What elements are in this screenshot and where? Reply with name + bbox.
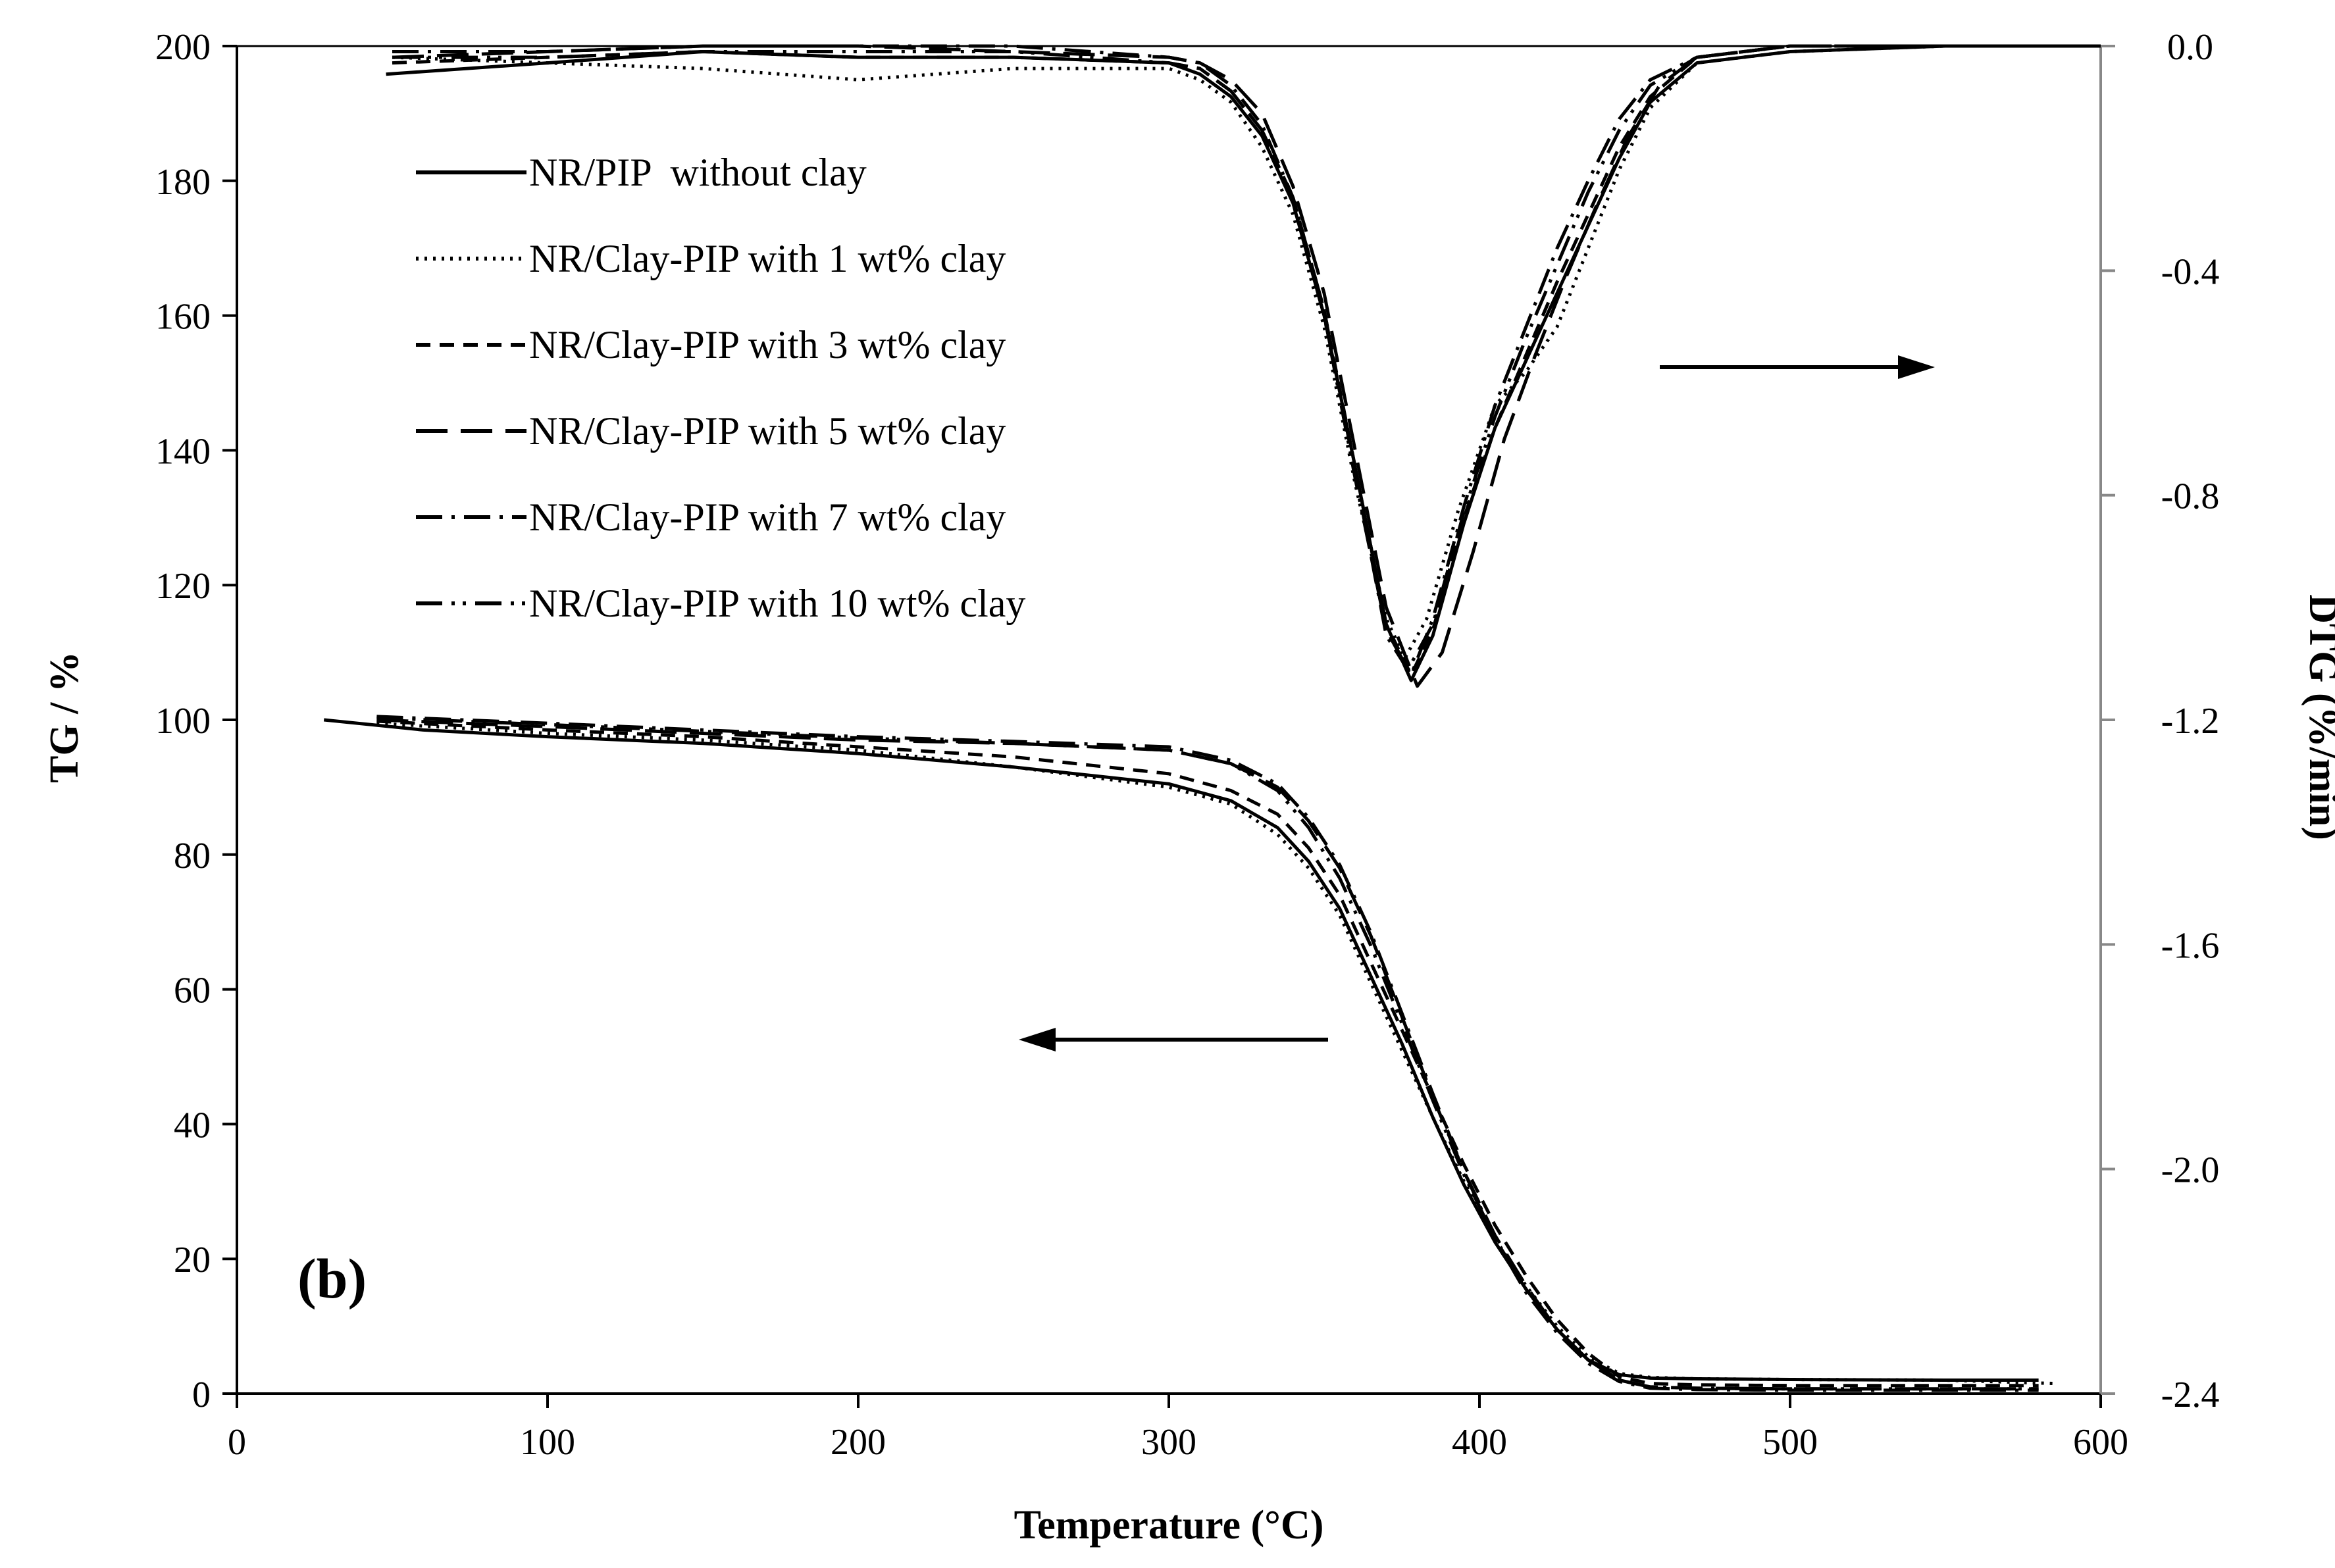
dtg-arrow [1660, 355, 1935, 379]
x-tick-label: 600 [2073, 1422, 2128, 1463]
y-tick-label: 100 [155, 701, 211, 742]
legend-label-series-5: NR/Clay-PIP with 7 wt% clay [529, 495, 1006, 539]
legend: NR/PIP without clay NR/Clay-PIP with 1 wt… [416, 151, 1025, 625]
y-axis-ticks: 0 20 40 60 80 100 120 140 160 180 200 [155, 27, 237, 1415]
dtg-arrow-head [1898, 355, 1935, 379]
y-tick-label: 20 [174, 1240, 211, 1280]
y-tick-label: 0 [192, 1375, 211, 1415]
x-axis-ticks: 0 100 200 300 400 500 600 [228, 1394, 2128, 1463]
tg-curve-series-5 [376, 715, 2039, 1392]
y-tick-label: 200 [155, 27, 211, 68]
dtg-curve-series-4 [392, 44, 2101, 688]
y-tick-label: 180 [155, 162, 211, 203]
legend-label-series-3: NR/Clay-PIP with 3 wt% clay [529, 323, 1006, 367]
y-tick-label: 120 [155, 566, 211, 607]
panel-label: (b) [297, 1247, 367, 1310]
tg-arrow-head [1019, 1028, 1056, 1051]
y-tick-label: 60 [174, 971, 211, 1011]
legend-label-series-2: NR/Clay-PIP with 1 wt% clay [529, 237, 1006, 280]
x-tick-label: 200 [831, 1422, 886, 1463]
x-tick-label: 400 [1452, 1422, 1507, 1463]
y2-tick-label: -2.4 [2161, 1375, 2220, 1415]
y2-tick-label: -0.4 [2161, 251, 2220, 292]
x-tick-label: 300 [1141, 1422, 1196, 1463]
legend-label-series-1: NR/PIP without clay [529, 151, 867, 194]
tg-arrow [1019, 1028, 1328, 1051]
dtg-curve-series-3 [392, 44, 2101, 677]
legend-label-series-6: NR/Clay-PIP with 10 wt% clay [529, 582, 1025, 625]
x-axis-title: Temperature (°C) [1014, 1503, 1324, 1548]
y2-tick-label: -2.0 [2161, 1150, 2220, 1191]
y2-axis-ticks: 0.0 -0.4 -0.8 -1.2 -1.6 -2.0 -2.4 [2101, 27, 2219, 1415]
y2-axis-title: DTG (%/min) [2301, 594, 2335, 840]
y2-tick-label: -1.2 [2161, 701, 2220, 742]
tg-curve-series-2 [376, 721, 2055, 1386]
x-tick-label: 500 [1762, 1422, 1818, 1463]
y-tick-label: 80 [174, 836, 211, 876]
tg-curve-series-3 [376, 719, 2039, 1388]
y2-tick-label: -1.6 [2161, 925, 2220, 966]
legend-label-series-4: NR/Clay-PIP with 5 wt% clay [529, 409, 1006, 453]
y-tick-label: 40 [174, 1105, 211, 1146]
y-axis-title: TG / % [42, 651, 87, 783]
y-tick-label: 140 [155, 431, 211, 472]
y2-tick-label: 0.0 [2167, 27, 2213, 68]
curves-group [323, 44, 2101, 1392]
tg-curve-series-6 [376, 716, 2039, 1391]
y-tick-label: 160 [155, 297, 211, 338]
dtg-curve-series-6 [392, 44, 2101, 671]
y2-tick-label: -0.8 [2161, 476, 2220, 517]
x-tick-label: 0 [228, 1422, 246, 1463]
x-tick-label: 100 [520, 1422, 575, 1463]
